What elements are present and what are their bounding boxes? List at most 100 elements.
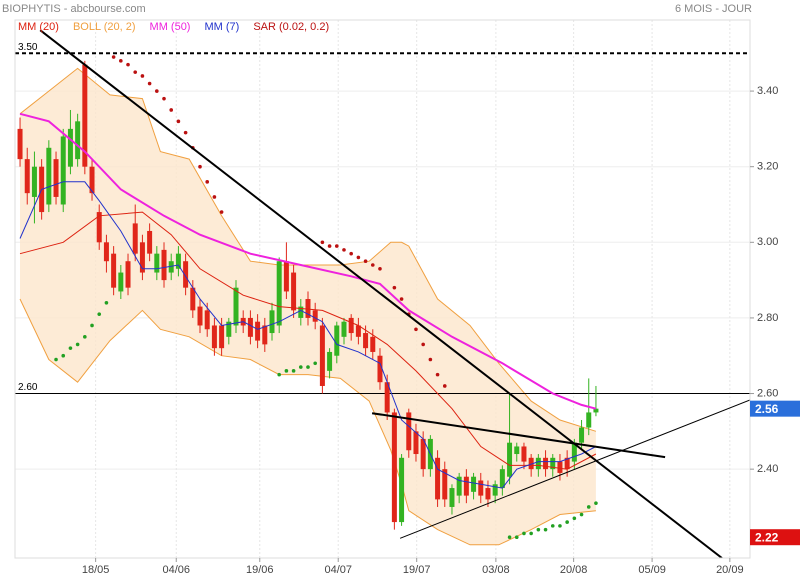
candle-body [247,317,253,337]
sar-dot [306,365,310,369]
x-tick-label: 18/05 [82,564,110,576]
y-tick-label: 2.60 [757,387,778,399]
sar-dot [183,130,188,135]
sar-dot [90,323,94,328]
x-tick-label: 04/06 [162,564,190,576]
candle-body [463,476,469,496]
candle-body [154,253,160,273]
legend-entry: SAR (0.02, 0.2) [253,21,329,33]
sar-dot [550,524,555,528]
sar-dot [291,369,296,373]
price-marker [750,529,800,546]
sar-dot [155,89,159,93]
candle-body [161,249,167,281]
candle-body [111,253,117,288]
candle-body [391,412,397,523]
price-marker-label: 2.22 [755,530,779,544]
horizontal-line-label: 2.60 [18,382,38,393]
candle-body [183,261,189,288]
candle-body [485,488,491,500]
trend-line [399,399,750,539]
candle-body [75,121,81,160]
plot-front [19,29,750,558]
candle-body [226,321,232,337]
sar-dot [313,361,317,366]
moving-average [19,181,597,489]
moving-average [19,211,597,470]
trend-line [39,29,723,558]
candle-body [96,212,102,243]
legend-entry: BOLL (20, 2) [73,21,136,33]
candle-body [514,446,520,455]
candle-body [413,431,419,455]
sar-dot [119,59,123,63]
x-tick-label: 04/07 [324,564,352,576]
candle-body [305,299,311,318]
x-tick-label: 20/08 [560,564,588,576]
candle-body [255,321,261,341]
sar-dot [514,535,519,540]
x-tick-label: 05/09 [638,564,666,576]
sar-dot [75,342,80,347]
candle-body [557,461,563,473]
candle-body [46,147,52,205]
candle-body [507,442,513,477]
sar-dot [298,365,303,369]
sar-dot [176,119,181,124]
sar-dot [277,372,281,377]
candle-body [399,457,405,523]
candle-body [521,446,527,462]
candle-body [406,412,412,451]
chart-subtitle: 6 MOIS - JOUR [675,3,752,15]
candle-body [139,242,145,273]
sar-dot [126,62,130,67]
candle-body [283,261,289,292]
x-tick-label: 19/07 [403,564,431,576]
candle-body [312,310,318,322]
axes: 2.40 2.60 2.80 3.00 3.20 3.40 18/05 04/06 19/06 0… [14,19,800,576]
sar-dot [586,505,591,509]
x-tick-label: 19/06 [246,564,274,576]
sar-dot [83,335,87,339]
candle-body [341,321,347,337]
sar-dot [219,210,224,214]
candle-body [175,253,181,269]
candle-body [132,223,138,254]
sar-dot [320,240,325,245]
sar-dot [579,512,584,517]
candle-body [528,457,534,470]
candle-body [593,408,599,413]
candle-body [298,306,304,318]
sar-dot [507,535,512,540]
candle-body [579,427,585,443]
candle-body [370,336,376,352]
legend-entry: MM (20) [18,21,59,33]
candle-body [190,287,196,311]
sar-dot [572,516,577,521]
sar-dot [198,164,202,169]
y-tick-label: 2.40 [757,463,778,475]
sar-dot [111,55,116,59]
candle-body [327,351,333,371]
candle-body [571,442,577,462]
sar-dot [594,501,598,505]
sar-dot [435,372,440,377]
sar-dot [536,527,541,532]
candle-body [89,166,95,194]
sar-dot [363,259,368,264]
candle-body [442,469,448,500]
candle-body [147,230,153,254]
candle-body [319,325,325,386]
chart-title: BIOPHYTIS - abcbourse.com [2,3,146,15]
y-tick-label: 3.40 [757,85,778,97]
candle-body [363,333,369,349]
sar-dot [334,244,339,248]
candle-body [478,480,484,496]
sar-dot [378,266,382,271]
sar-dot [565,520,569,524]
sar-dot [140,74,145,78]
y-tick-label: 3.00 [757,236,778,248]
sar-dot [68,346,73,350]
